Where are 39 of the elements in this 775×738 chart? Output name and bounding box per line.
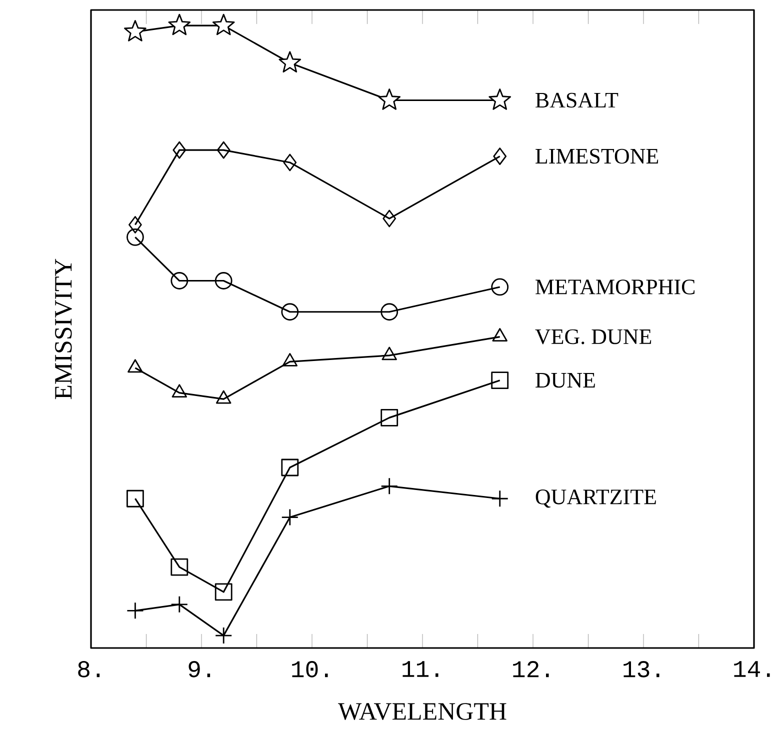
series-label: BASALT — [536, 92, 618, 108]
point — [172, 141, 186, 159]
point — [380, 408, 398, 426]
series-label: VEG. DUNE — [535, 329, 652, 344]
point — [491, 372, 509, 390]
point — [124, 20, 146, 42]
series-label: LIMESTONE — [536, 148, 658, 164]
point — [214, 272, 232, 290]
point — [382, 210, 396, 228]
point — [378, 88, 401, 110]
x-tick-label: 9. — [188, 661, 210, 678]
series-label: DUNE — [536, 373, 595, 388]
y-axis-title: EMISSIVITY — [54, 258, 72, 400]
x-tick-label: 11. — [402, 661, 438, 677]
point — [170, 272, 188, 290]
point — [170, 558, 188, 576]
point — [216, 141, 230, 159]
x-tick-label: 8. — [78, 661, 100, 678]
point — [281, 458, 299, 476]
point — [283, 154, 297, 172]
point — [212, 14, 235, 36]
point — [491, 278, 509, 296]
point — [493, 148, 507, 165]
point — [380, 303, 398, 321]
x-axis-title: WAVELENGTH — [338, 703, 506, 720]
point — [126, 490, 144, 508]
point — [488, 88, 512, 110]
point — [214, 583, 232, 601]
x-tick-label: 12. — [513, 661, 549, 678]
point — [168, 14, 191, 36]
x-tick-label: 13. — [624, 661, 660, 678]
x-tick-label: 14. — [734, 661, 770, 677]
point — [126, 228, 144, 246]
series-label: QUARTZITE — [536, 490, 656, 508]
series-label: METAMORPHIC — [536, 280, 694, 294]
point — [128, 216, 142, 234]
point — [281, 303, 299, 321]
point — [278, 51, 302, 72]
x-tick-label: 10. — [292, 661, 328, 678]
